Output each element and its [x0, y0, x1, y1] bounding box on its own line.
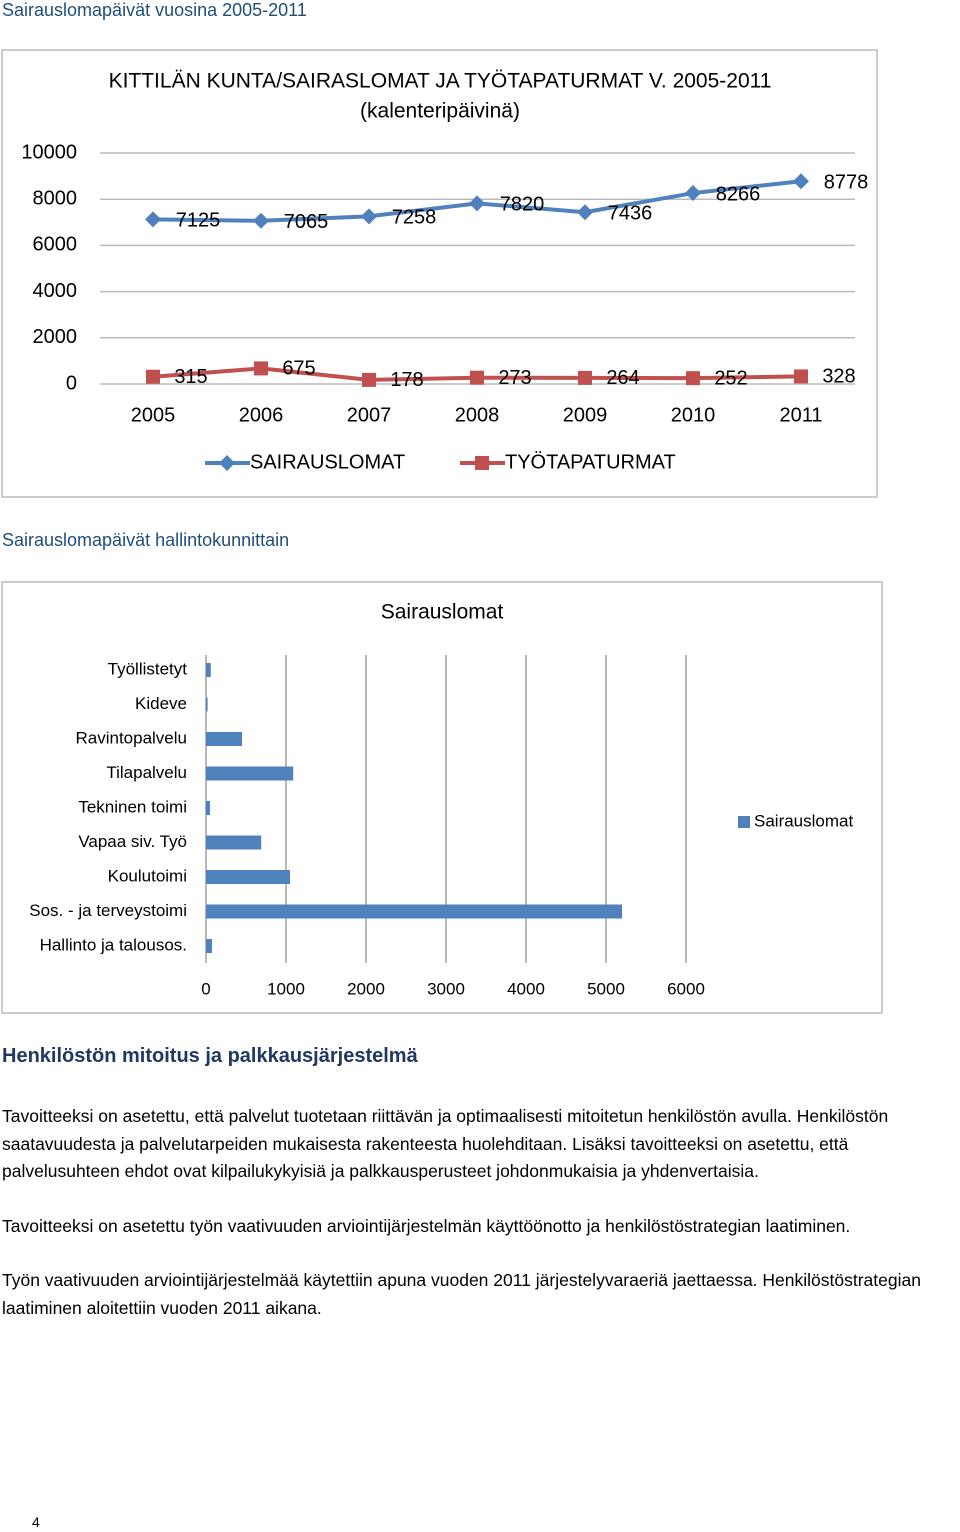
chart-frame	[1, 49, 878, 498]
data-label: 7436	[608, 203, 653, 225]
y-tick-label: Koulutoimi	[108, 866, 187, 885]
data-label: 7258	[392, 207, 437, 229]
y-tick-label: 0	[66, 372, 77, 394]
paragraph: Työn vaativuuden arviointijärjestelmää k…	[2, 1270, 921, 1318]
data-label: 315	[174, 366, 207, 388]
page-number: 4	[32, 1514, 40, 1530]
x-tick-label: 4000	[507, 979, 545, 998]
marker	[361, 208, 377, 225]
chart-frame	[1, 581, 883, 1014]
paragraphs: Tavoitteeksi on asetettu, että palvelut …	[2, 1103, 958, 1349]
data-label: 8778	[824, 172, 869, 194]
marker	[793, 173, 809, 190]
x-tick-label: 2005	[131, 404, 176, 426]
x-tick-label: 2007	[347, 404, 392, 426]
data-label: 7820	[500, 194, 545, 216]
y-tick-label: Tilapalvelu	[106, 763, 187, 782]
data-label: 7125	[176, 210, 221, 232]
bar	[206, 732, 242, 746]
bar	[206, 801, 210, 815]
y-tick-label: 6000	[33, 234, 78, 256]
data-label: 273	[498, 367, 531, 389]
marker	[470, 370, 484, 385]
x-tick-label: 2010	[671, 404, 716, 426]
marker	[685, 185, 701, 202]
bar	[206, 939, 212, 953]
data-label: 328	[822, 366, 855, 388]
chart-title: Sairauslomat	[381, 601, 504, 624]
legend-marker	[475, 456, 489, 470]
section-heading: Henkilöstön mitoitus ja palkkausjärjeste…	[2, 1045, 418, 1067]
chart-caption: Sairauslomapäivät hallintokunnittain	[2, 530, 290, 550]
chart-title: KITTILÄN KUNTA/SAIRASLOMAT JA TYÖTAPATUR…	[109, 70, 772, 93]
y-tick-label: Ravintopalvelu	[75, 728, 187, 747]
legend-label: TYÖTAPATURMAT	[505, 451, 676, 473]
legend-swatch	[738, 816, 750, 828]
legend-marker	[219, 455, 235, 471]
data-label: 252	[714, 367, 747, 389]
y-tick-label: Työllistetyt	[108, 659, 188, 678]
x-tick-label: 2011	[779, 404, 822, 426]
bar	[206, 766, 294, 781]
x-tick-label: 1000	[267, 979, 305, 998]
chart-subtitle: (kalenteripäivinä)	[360, 100, 520, 123]
marker	[577, 204, 593, 221]
data-label: 8266	[716, 183, 761, 205]
y-tick-label: Hallinto ja talousos.	[40, 935, 187, 954]
bar	[206, 870, 290, 884]
bar	[206, 904, 622, 919]
legend-label: SAIRAUSLOMAT	[250, 451, 405, 473]
x-tick-label: 6000	[667, 979, 705, 998]
marker	[146, 369, 160, 384]
x-tick-label: 5000	[587, 979, 625, 998]
marker	[686, 371, 700, 386]
y-tick-label: 2000	[33, 326, 78, 348]
marker	[794, 369, 808, 384]
marker	[469, 195, 485, 212]
x-tick-label: 2000	[347, 979, 385, 998]
paragraph: Tavoitteeksi on asetettu työn vaativuude…	[2, 1215, 851, 1236]
x-tick-label: 2009	[563, 404, 608, 426]
y-tick-label: Kideve	[135, 694, 187, 713]
bar	[206, 697, 208, 712]
marker	[145, 211, 161, 228]
y-tick-label: 10000	[21, 141, 77, 163]
page-title: Sairauslomapäivät vuosina 2005-2011	[2, 0, 307, 20]
x-tick-label: 2008	[455, 404, 500, 426]
y-tick-label: Sos. - ja terveystoimi	[29, 901, 187, 920]
y-tick-label: 8000	[33, 187, 78, 209]
paragraph: Tavoitteeksi on asetettu, että palvelut …	[2, 1106, 889, 1181]
y-tick-label: Tekninen toimi	[78, 797, 187, 816]
data-label: 178	[390, 369, 423, 391]
x-tick-label: 0	[201, 979, 210, 998]
bar	[206, 835, 262, 850]
legend-label: Sairauslomat	[754, 811, 853, 830]
data-label: 7065	[284, 211, 329, 233]
x-tick-label: 2006	[239, 404, 284, 426]
marker	[578, 370, 592, 385]
y-tick-label: Vapaa siv. Työ	[78, 832, 187, 851]
marker	[362, 372, 376, 387]
bar	[206, 663, 211, 677]
y-tick-label: 4000	[33, 280, 78, 302]
x-tick-label: 3000	[427, 979, 465, 998]
marker	[253, 212, 269, 229]
marker	[254, 361, 268, 376]
data-label: 675	[282, 358, 315, 380]
data-label: 264	[606, 367, 639, 389]
